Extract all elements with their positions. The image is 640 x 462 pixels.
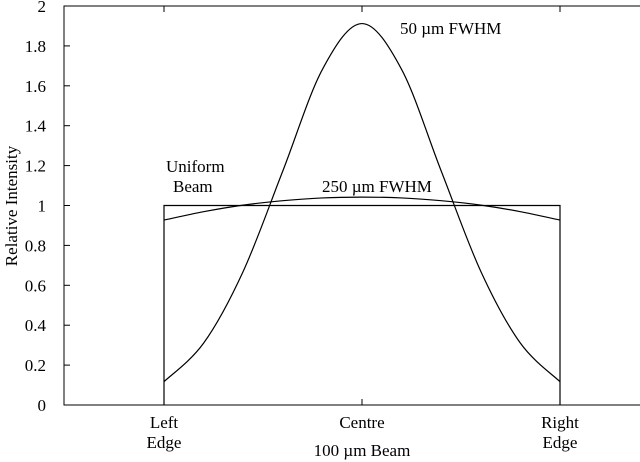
x-tick-label: Right [541,413,579,432]
y-tick-label: 1 [38,197,47,216]
y-tick-label: 1.2 [25,157,46,176]
y-tick-label: 0.6 [25,276,46,295]
series-250um-fwhm [163,196,561,221]
x-tick-label: Edge [543,433,578,452]
y-axis-ticks: 0 0.2 0.4 0.6 0.8 1 1.2 1.4 1.6 1.8 2 [25,0,70,415]
x-tick-label: Centre [339,413,384,432]
y-tick-label: 2 [38,0,47,16]
y-tick-label: 0 [38,396,47,415]
x-tick-label: Edge [147,433,182,452]
annotation-uniform-line1: Uniform [166,157,225,176]
annotation-uniform-line2: Beam [173,177,213,196]
x-axis-label: 100 µm Beam [314,441,411,460]
series-group [163,22,561,405]
annotation-50um: 50 µm FWHM [400,19,501,38]
series-50um-fwhm [163,22,561,383]
annotation-250um: 250 µm FWHM [322,177,432,196]
y-tick-label: 1.4 [25,117,47,136]
y-tick-label: 0.4 [25,316,47,335]
series-uniform-beam [163,204,561,405]
y-axis-label: Relative Intensity [2,145,21,266]
x-tick-label: Left [150,413,179,432]
y-tick-label: 0.8 [25,236,46,255]
y-tick-label: 0.2 [25,356,46,375]
y-tick-label: 1.6 [25,77,46,96]
y-tick-label: 1.8 [25,37,46,56]
